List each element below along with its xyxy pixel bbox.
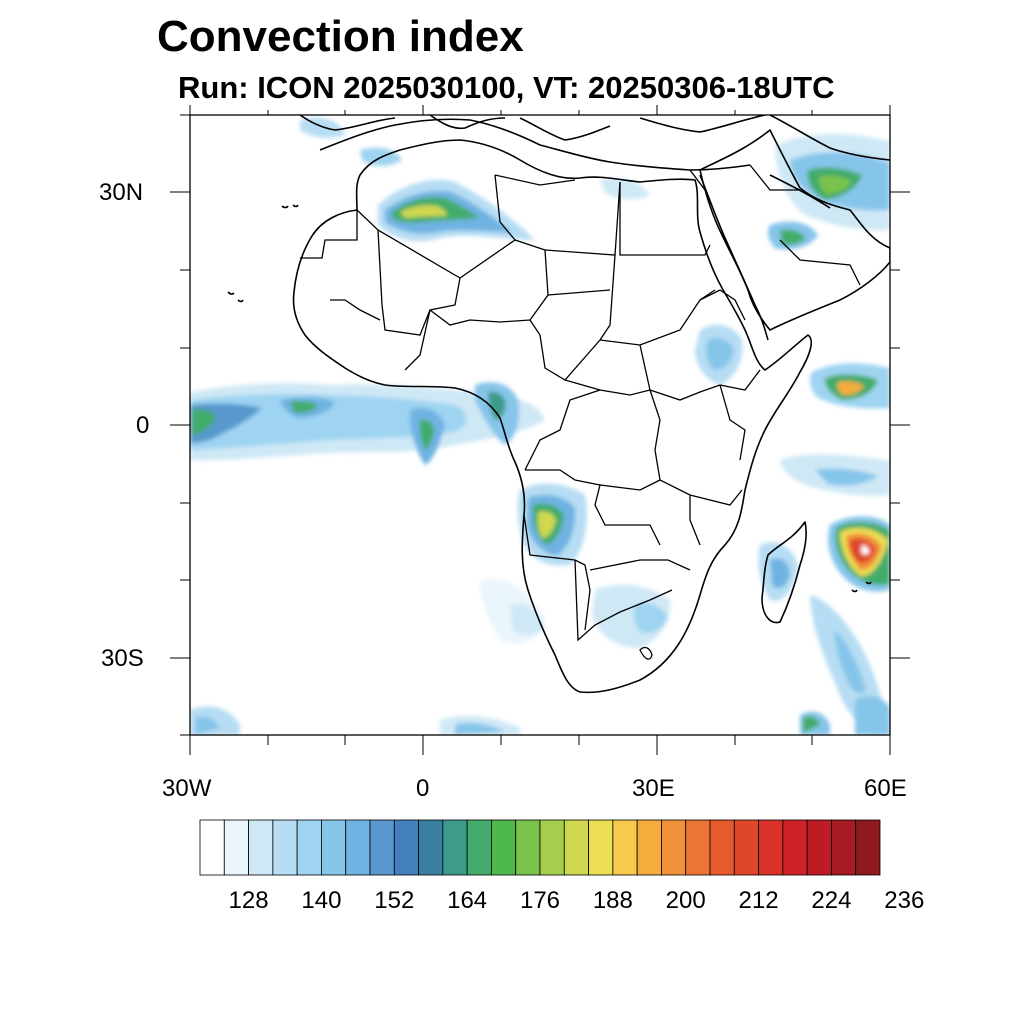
colorbar-swatch: [685, 819, 711, 876]
colorbar-swatch: [661, 819, 687, 876]
lon-label-60e: 60E: [864, 775, 907, 802]
cabo-verde: [227, 291, 244, 303]
colorbar-swatch: [345, 819, 371, 876]
convection-fields: [190, 117, 890, 735]
lon-label-30w: 30W: [162, 775, 212, 802]
colorbar-swatch: [782, 819, 808, 876]
lat-label-30s: 30S: [101, 645, 144, 672]
colorbar-swatch: [515, 819, 541, 876]
colorbar-swatch: [223, 819, 249, 876]
reunion-mauritius: [851, 581, 872, 593]
colorbar-swatch: [612, 819, 638, 876]
colorbar-swatch: [806, 819, 832, 876]
angola-cluster: [517, 483, 587, 566]
colorbar-swatch: [272, 819, 298, 876]
colorbar-swatch: [466, 819, 492, 876]
colorbar-swatch: [588, 819, 614, 876]
lon-label-0: 0: [416, 775, 430, 802]
colorbar-swatch: [248, 819, 274, 876]
madagascar-coastline: [761, 521, 807, 624]
colorbar-swatch: [733, 819, 759, 876]
colorbar-swatch: [831, 819, 857, 876]
horn-of-africa-cluster: [810, 363, 890, 409]
africa-coastline: [292, 139, 812, 694]
arabian-gulf-cluster: [600, 133, 890, 250]
ethiopia-cluster: [695, 324, 743, 385]
canary-islands: [281, 204, 299, 209]
colorbar-label: 200: [665, 887, 706, 914]
colorbar-swatch: [758, 819, 784, 876]
colorbar-swatch: [442, 819, 468, 876]
colorbar-swatch: [539, 819, 565, 876]
equatorial-atlantic-band: [190, 382, 545, 465]
lat-label-0: 0: [136, 412, 150, 439]
colorbar-swatch: [199, 819, 225, 876]
colorbar-label: 224: [811, 887, 852, 914]
colorbar-label: 176: [519, 887, 561, 914]
chart-title: Convection index: [157, 12, 524, 61]
mediterranean-coastline: [319, 118, 751, 171]
lon-label-30e: 30E: [632, 775, 675, 802]
colorbar-swatch: [563, 819, 589, 876]
colorbar-label: 236: [884, 887, 925, 914]
red-sea-coastline: [699, 174, 769, 341]
plot-frame: [170, 105, 910, 755]
colorbar-swatch: [393, 819, 419, 876]
colorbar-label: 140: [301, 887, 342, 914]
colorbar-swatch: [296, 819, 322, 876]
colorbar: [199, 819, 881, 876]
colorbar-label: 164: [447, 887, 488, 914]
chart-subtitle: Run: ICON 2025030100, VT: 20250306-18UTC: [178, 70, 835, 105]
southern-africa-cluster: [480, 579, 671, 648]
colorbar-label: 152: [374, 887, 415, 914]
madagascar-cluster: [758, 454, 890, 731]
colorbar-swatch: [369, 819, 395, 876]
mozambique-channel-cyclone: [828, 516, 890, 592]
colorbar-label: 212: [738, 887, 779, 914]
colorbar-swatch: [855, 819, 881, 876]
colorbar-swatch: [709, 819, 735, 876]
lat-label-30n: 30N: [99, 179, 144, 206]
colorbar-swatch: [491, 819, 517, 876]
colorbar-swatch: [636, 819, 662, 876]
europe-coastline: [299, 115, 766, 141]
colorbar-swatch: [418, 819, 444, 876]
southern-ocean-clusters: [190, 696, 890, 735]
country-borders: [300, 164, 861, 660]
colorbar-swatch: [321, 819, 347, 876]
colorbar-label: 128: [228, 887, 269, 914]
colorbar-label: 188: [592, 887, 633, 914]
